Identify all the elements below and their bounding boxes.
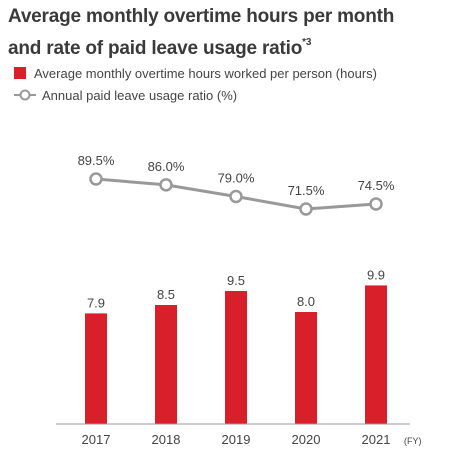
line-value-label-2020: 71.5%: [288, 183, 325, 198]
x-axis-unit-label: (FY): [404, 436, 422, 446]
line-value-label-2019: 79.0%: [218, 171, 255, 186]
line-point-2021: [369, 197, 383, 211]
line-value-label-2018: 86.0%: [148, 159, 185, 174]
legend-line-swatch: [14, 89, 36, 101]
bar-2019: [225, 291, 247, 424]
bar-value-label-2020: 8.0: [297, 294, 315, 309]
legend-bar-label: Average monthly overtime hours worked pe…: [34, 65, 377, 81]
legend-item-bar: Average monthly overtime hours worked pe…: [14, 64, 377, 82]
bar-value-label-2021: 9.9: [367, 267, 385, 282]
bar-2018: [155, 305, 177, 424]
line-point-2017: [89, 172, 103, 186]
legend-bar-swatch: [14, 67, 26, 79]
x-tick-label-2021: 2021: [362, 432, 391, 447]
chart-title: Average monthly overtime hours per month…: [8, 4, 458, 62]
title-footnote-marker: *3: [302, 37, 312, 48]
chart-title-line1: Average monthly overtime hours per month: [8, 6, 395, 27]
bar-2017: [85, 313, 107, 424]
chart-title-line2: and rate of paid leave usage ratio: [8, 38, 303, 59]
line-point-2018: [159, 178, 173, 192]
legend-line-label: Annual paid leave usage ratio (%): [42, 87, 238, 103]
line-value-label-2021: 74.5%: [358, 178, 395, 193]
bar-value-label-2017: 7.9: [87, 295, 105, 310]
legend-item-line: Annual paid leave usage ratio (%): [14, 86, 237, 104]
x-tick-label-2017: 2017: [82, 432, 111, 447]
line-point-2020: [299, 202, 313, 216]
x-tick-label-2020: 2020: [292, 432, 321, 447]
line-value-label-2017: 89.5%: [78, 153, 115, 168]
x-tick-label-2018: 2018: [152, 432, 181, 447]
bar-2021: [365, 285, 387, 424]
bar-2020: [295, 312, 317, 424]
line-point-2019: [229, 189, 243, 204]
x-tick-label-2019: 2019: [222, 432, 251, 447]
bar-value-label-2019: 9.5: [227, 273, 245, 288]
bar-value-label-2018: 8.5: [157, 287, 175, 302]
